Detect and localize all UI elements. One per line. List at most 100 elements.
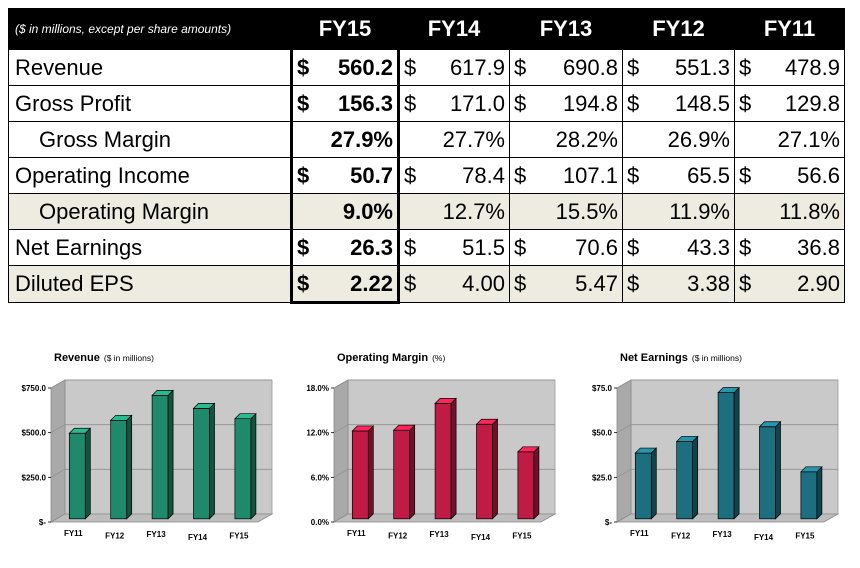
chart-title: Net Earnings <box>620 352 688 364</box>
dollar-sign: $ <box>514 54 527 80</box>
cell-value: 148.5 <box>674 90 730 116</box>
gridline <box>333 468 349 478</box>
value-cell: $171.0 <box>398 85 510 122</box>
value-cell: 11.8% <box>734 193 845 230</box>
cell-value: 43.3 <box>687 234 730 260</box>
x-tick-label: FY13 <box>713 530 733 539</box>
dollar-sign: $ <box>739 234 752 260</box>
x-tick-label: FY15 <box>512 531 532 540</box>
bar-top <box>475 418 499 425</box>
gridline <box>50 424 66 434</box>
cell-value: 12.7% <box>442 198 505 224</box>
year-header: FY11 <box>734 8 845 50</box>
dollar-sign: $ <box>739 54 752 80</box>
cell-value: 2.90 <box>797 271 840 296</box>
dollar-sign: $ <box>739 162 752 188</box>
y-tick-label: 18.0% <box>306 384 329 393</box>
value-cell: $560.2 <box>290 49 400 86</box>
bar-top <box>109 414 133 421</box>
revenue-chart: Revenue ($ in millions) $- $250.0 $500.0 $750… <box>10 344 282 568</box>
bar-side <box>816 465 823 520</box>
bar <box>234 412 257 520</box>
y-tick-label: 12.0% <box>306 429 329 438</box>
value-cell: $4.00 <box>398 265 510 303</box>
bar <box>192 402 216 520</box>
cell-value: 2.22 <box>350 270 393 296</box>
bar-top <box>68 427 92 434</box>
cell-value: 171.0 <box>449 90 505 116</box>
cell-value: 9.0% <box>342 198 393 224</box>
value-cell: $156.3 <box>290 85 400 122</box>
bar-side <box>492 418 498 520</box>
x-tick-label: FY12 <box>105 532 125 541</box>
value-cell: $551.3 <box>622 49 735 86</box>
chart-subtitle: ($ in millions) <box>692 353 742 363</box>
bar-front <box>676 441 694 520</box>
cell-value: 78.4 <box>462 162 505 188</box>
chart-side-wall <box>333 379 349 523</box>
bar <box>392 424 416 520</box>
dollar-sign: $ <box>297 54 310 80</box>
chart-title: Revenue <box>54 352 100 364</box>
cell-value: 70.6 <box>575 234 618 260</box>
chart-subtitle: ($ in millions) <box>104 353 154 363</box>
bar-top <box>675 436 699 442</box>
cell-value: 11.9% <box>669 198 730 224</box>
value-cell: $478.9 <box>734 49 845 86</box>
cell-value: 560.2 <box>337 54 393 80</box>
x-tick-label: FY15 <box>229 531 249 540</box>
dollar-sign: $ <box>404 54 417 80</box>
bar <box>434 397 457 520</box>
bar <box>68 427 92 520</box>
cell-value: 26.9% <box>667 126 730 152</box>
y-tick-label: $- <box>39 518 46 527</box>
dollar-sign: $ <box>627 162 640 188</box>
y-tick-label: $750.0 <box>22 384 47 393</box>
chart-title: Operating Margin <box>337 352 428 364</box>
value-cell: 27.1% <box>734 121 845 158</box>
bar-front <box>476 423 493 520</box>
cell-value: 15.5% <box>555 198 618 224</box>
y-tick-label: 0.0% <box>311 518 329 527</box>
value-cell: $3.38 <box>622 265 735 303</box>
year-header: FY14 <box>398 8 510 50</box>
chart-side-wall <box>50 379 66 523</box>
value-cell: $2.90 <box>734 265 845 303</box>
table-row: Operating Income $50.7 $78.4 $107.1 $65.5 $56… <box>8 157 845 194</box>
chart-side-wall <box>616 379 632 523</box>
bar-front <box>759 426 776 520</box>
dollar-sign: $ <box>404 90 417 116</box>
bar-front <box>351 430 369 520</box>
bar-side <box>84 427 91 520</box>
operating-margin-chart: Operating Margin (%) 0.0% 6.0% 12.0% 18.0% FY1… <box>293 344 565 568</box>
bar-front <box>393 429 411 520</box>
financial-summary-table: ($ in millions, except per share amounts… <box>8 8 845 304</box>
dollar-sign: $ <box>514 271 527 296</box>
cell-value: 26.3 <box>350 234 393 260</box>
bar <box>717 386 740 520</box>
dollar-sign: $ <box>739 90 752 116</box>
gridline <box>333 424 349 434</box>
bar-top <box>151 390 174 396</box>
value-cell: 27.7% <box>398 121 510 158</box>
cell-value: 5.47 <box>575 271 618 296</box>
bar <box>634 447 658 520</box>
dollar-sign: $ <box>627 90 640 116</box>
dollar-sign: $ <box>514 234 527 260</box>
gridline <box>50 379 66 389</box>
bar-side <box>533 445 540 520</box>
bar-front <box>434 403 452 520</box>
x-tick-label: FY12 <box>671 532 691 541</box>
bar-side <box>167 389 174 520</box>
dollar-sign: $ <box>514 162 527 188</box>
bar-side <box>367 425 374 520</box>
operating-margin-chart-svg: Operating Margin (%) 0.0% 6.0% 12.0% 18.0% FY1… <box>306 352 557 542</box>
bar-top <box>634 447 658 454</box>
y-tick-label: $50.0 <box>592 429 613 438</box>
dollar-sign: $ <box>627 234 640 260</box>
row-label: Net Earnings <box>8 229 292 266</box>
table-row: Operating Margin 9.0% 12.7% 15.5% 11.9% 11.8% <box>8 193 845 230</box>
cell-value: 194.8 <box>562 90 618 116</box>
value-cell: 9.0% <box>290 193 400 230</box>
cell-value: 129.8 <box>784 90 840 116</box>
